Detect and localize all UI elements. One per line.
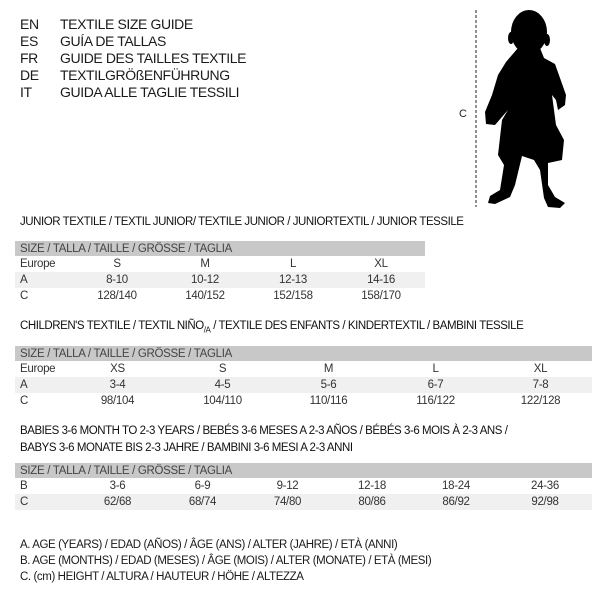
lang-title: GUIDA ALLE TAGLIE TESSILI — [60, 84, 240, 100]
row-label: C — [15, 494, 75, 510]
title-text: CHILDREN'S TEXTILE / TEXTIL NIÑO — [20, 320, 204, 332]
lang-code: EN — [20, 16, 39, 32]
cell: 86/92 — [414, 494, 498, 510]
row-label: Europe — [20, 363, 56, 375]
cell: 152/158 — [273, 290, 313, 302]
lang-code: FR — [20, 50, 38, 66]
lang-title: GUIDE DES TAILLES TEXTILE — [60, 50, 247, 66]
cell: L — [432, 363, 439, 375]
cell: 110/116 — [309, 395, 348, 407]
junior-title: JUNIOR TEXTILE / TEXTIL JUNIOR/ TEXTILE … — [20, 216, 464, 228]
cell: 62/68 — [75, 494, 160, 510]
cell: 24-36 — [531, 480, 559, 492]
cell: XL — [374, 258, 388, 270]
table-row: C 62/68 68/74 74/80 80/86 86/92 92/98 — [15, 494, 593, 510]
children-title: CHILDREN'S TEXTILE / TEXTIL NIÑO/A / TEX… — [20, 318, 524, 338]
cell: 14-16 — [337, 272, 426, 288]
table-header: SIZE / TALLA / TAILLE / GRÖSSE / TAGLIA — [15, 241, 426, 256]
lang-code: ES — [20, 33, 38, 49]
cell: 6-7 — [382, 377, 489, 393]
row-label: C — [20, 395, 29, 407]
cell: 128/140 — [97, 290, 137, 302]
lang-title: TEXTILE SIZE GUIDE — [60, 16, 193, 32]
row-label: A — [15, 272, 73, 288]
cell: 3-6 — [109, 480, 126, 492]
babies-size-table: SIZE / TALLA / TAILLE / GRÖSSE / TAGLIA … — [15, 463, 593, 510]
cell: 140/152 — [185, 290, 225, 302]
row-label: A — [15, 377, 65, 393]
cell: L — [289, 258, 297, 270]
legend-note-b: B. AGE (MONTHS) / EDAD (MESES) / ÂGE (MO… — [20, 555, 432, 567]
cell: 104/110 — [203, 395, 242, 407]
table-row: C 98/104 104/110 110/116 116/122 122/128 — [15, 393, 592, 409]
cell: 122/128 — [520, 395, 561, 407]
table-row: Europe XS S M L XL — [15, 361, 592, 377]
table-row: Europe S M L XL — [15, 256, 425, 272]
cell: 74/80 — [245, 494, 330, 510]
cell: 7-8 — [489, 377, 593, 393]
title-subscript: /A — [203, 325, 211, 335]
cell: S — [113, 258, 121, 270]
cell: 158/170 — [361, 290, 401, 302]
cell: M — [200, 258, 210, 270]
cell: XL — [533, 363, 548, 375]
cell: 3-4 — [65, 377, 170, 393]
lang-title: TEXTILGRÖßENFÜHRUNG — [60, 67, 230, 83]
table-row: C 128/140 140/152 152/158 158/170 — [15, 288, 425, 304]
table-row: A 8-10 10-12 12-13 14-16 — [15, 272, 426, 288]
lang-code: DE — [20, 67, 39, 83]
cell: 98/104 — [100, 395, 135, 407]
child-silhouette-icon — [475, 10, 566, 208]
cell: 5-6 — [275, 377, 382, 393]
cell: 92/98 — [498, 494, 593, 510]
size-header: SIZE / TALLA / TAILLE / GRÖSSE / TAGLIA — [15, 346, 593, 361]
cell: 116/122 — [416, 395, 455, 407]
cell: 6-9 — [194, 480, 211, 492]
cell: 8-10 — [73, 272, 161, 288]
title-text: / TEXTILE DES ENFANTS / KINDERTEXTIL / B… — [210, 320, 524, 332]
row-label: Europe — [20, 258, 56, 270]
size-header: SIZE / TALLA / TAILLE / GRÖSSE / TAGLIA — [15, 463, 593, 478]
language-list: EN TEXTILE SIZE GUIDE ES GUÍA DE TALLAS … — [20, 16, 320, 106]
legend-note-a: A. AGE (YEARS) / EDAD (AÑOS) / ÂGE (ANS)… — [20, 539, 398, 551]
lang-code: IT — [20, 84, 32, 100]
row-label: B — [20, 480, 28, 492]
cell: 18-24 — [442, 480, 470, 492]
cell: 68/74 — [160, 494, 245, 510]
legend-note-c: C. (cm) HEIGHT / ALTURA / HAUTEUR / HÖHE… — [20, 571, 304, 583]
children-size-table: SIZE / TALLA / TAILLE / GRÖSSE / TAGLIA … — [15, 346, 593, 409]
row-label: C — [20, 290, 29, 302]
height-label: C — [459, 108, 467, 120]
cell: XS — [110, 363, 125, 375]
table-header: SIZE / TALLA / TAILLE / GRÖSSE / TAGLIA — [15, 346, 593, 361]
babies-title-line2: BABYS 3-6 MONATE BIS 2-3 JAHRE / BAMBINI… — [20, 442, 353, 454]
size-header: SIZE / TALLA / TAILLE / GRÖSSE / TAGLIA — [15, 241, 426, 256]
cell: 80/86 — [330, 494, 414, 510]
table-header: SIZE / TALLA / TAILLE / GRÖSSE / TAGLIA — [15, 463, 593, 478]
cell: 4-5 — [170, 377, 275, 393]
cell: 12-18 — [358, 480, 386, 492]
table-row: A 3-4 4-5 5-6 6-7 7-8 — [15, 377, 593, 393]
cell: 10-12 — [161, 272, 249, 288]
babies-title-line1: BABIES 3-6 MONTH TO 2-3 YEARS / BEBÉS 3-… — [20, 425, 508, 437]
cell: S — [218, 363, 227, 375]
cell: M — [323, 363, 334, 375]
junior-size-table: SIZE / TALLA / TAILLE / GRÖSSE / TAGLIA … — [15, 241, 426, 304]
cell: 9-12 — [276, 480, 299, 492]
table-row: B 3-6 6-9 9-12 12-18 18-24 24-36 — [15, 478, 592, 494]
cell: 12-13 — [249, 272, 337, 288]
lang-title: GUÍA DE TALLAS — [60, 33, 166, 49]
